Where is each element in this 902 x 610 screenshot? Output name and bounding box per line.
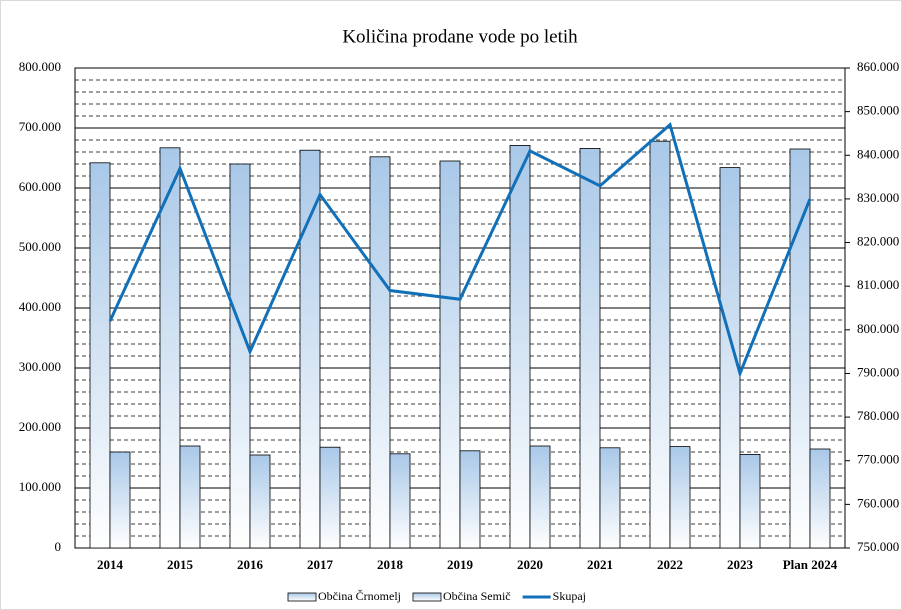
bar: [599, 447, 621, 549]
bar: [369, 156, 391, 549]
bar: [159, 147, 181, 549]
bar: [299, 149, 321, 549]
y2-tick-label: 850.000: [857, 103, 899, 118]
legend-label: Skupaj: [553, 589, 586, 603]
bar: [649, 140, 671, 549]
y2-tick-label: 780.000: [857, 408, 899, 423]
y2-tick-label: 840.000: [857, 146, 899, 161]
bar: [109, 451, 131, 549]
chart-title: Količina prodane vode po letih: [342, 26, 578, 47]
y-tick-label: 600.000: [19, 179, 61, 194]
x-tick-label: 2022: [657, 557, 683, 572]
bar: [319, 446, 341, 549]
bar: [229, 163, 251, 549]
y-tick-label: 500.000: [19, 239, 61, 254]
bar: [439, 160, 461, 549]
legend-swatch: [287, 592, 317, 602]
y2-tick-label: 790.000: [857, 364, 899, 379]
x-tick-label: 2014: [97, 557, 124, 572]
bar: [579, 147, 601, 549]
y2-tick-label: 820.000: [857, 234, 899, 249]
y-tick-label: 100.000: [19, 479, 61, 494]
y2-tick-label: 750.000: [857, 539, 899, 554]
legend-label: Občina Semič: [443, 589, 511, 603]
y2-tick-label: 830.000: [857, 190, 899, 205]
y-tick-label: 800.000: [19, 59, 61, 74]
y-tick-label: 0: [55, 539, 62, 554]
bar: [89, 162, 111, 549]
x-tick-label: 2016: [237, 557, 264, 572]
y2-tick-label: 810.000: [857, 277, 899, 292]
y-tick-label: 400.000: [19, 299, 61, 314]
legend-label: Občina Črnomelj: [318, 589, 401, 603]
y2-tick-label: 770.000: [857, 452, 899, 467]
bar: [249, 454, 271, 549]
y-tick-label: 300.000: [19, 359, 61, 374]
bar: [509, 144, 531, 549]
y2-tick-label: 760.000: [857, 495, 899, 510]
bar: [459, 450, 481, 549]
bar: [529, 445, 551, 549]
x-tick-label: 2019: [447, 557, 474, 572]
y2-tick-label: 800.000: [857, 321, 899, 336]
x-tick-label: 2017: [307, 557, 334, 572]
x-tick-label: 2020: [517, 557, 543, 572]
x-tick-label: 2023: [727, 557, 754, 572]
bar: [739, 453, 761, 549]
x-tick-label: Plan 2024: [783, 557, 838, 572]
bar: [669, 446, 691, 549]
bar: [789, 148, 811, 549]
x-tick-label: 2018: [377, 557, 404, 572]
bar: [719, 167, 741, 549]
bar: [389, 453, 411, 549]
y2-tick-label: 860.000: [857, 59, 899, 74]
legend-swatch: [412, 592, 442, 602]
y-tick-label: 200.000: [19, 419, 61, 434]
y-tick-label: 700.000: [19, 119, 61, 134]
line: [108, 122, 812, 379]
bar: [809, 448, 831, 549]
bar: [179, 445, 201, 549]
x-tick-label: 2021: [587, 557, 613, 572]
x-tick-label: 2015: [167, 557, 194, 572]
